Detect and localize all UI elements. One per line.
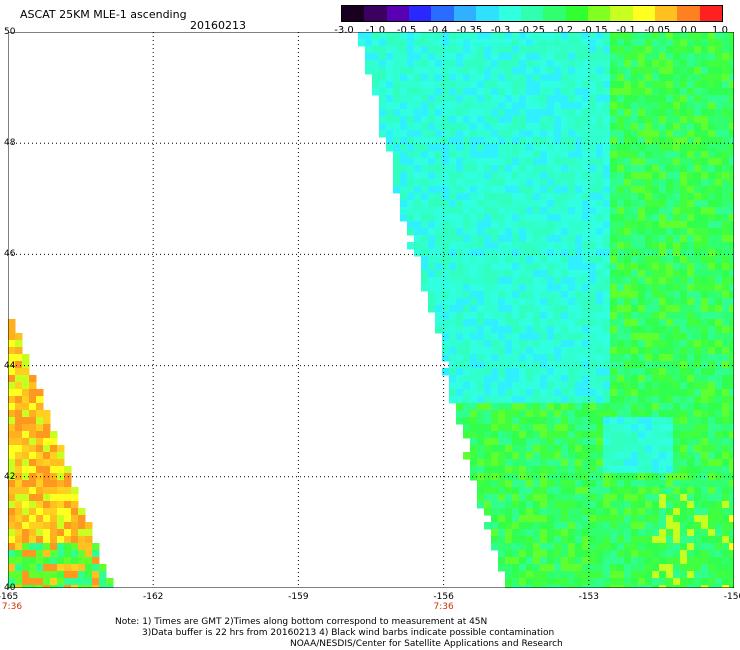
latitude-tick-label: 42 <box>4 471 16 482</box>
color-scale-label: -0.35 <box>456 25 483 36</box>
color-scale-segment <box>543 6 566 21</box>
color-scale-segment <box>610 6 633 21</box>
color-scale-segment <box>453 6 477 21</box>
longitude-tick-label: -165 <box>0 592 19 602</box>
pass-time-label: 7:36 <box>1 602 23 612</box>
color-scale-label: -0.05 <box>644 25 671 36</box>
color-scale-segment <box>632 6 656 21</box>
latitude-tick-label: 50 <box>4 27 16 37</box>
latitude-tick-label: 48 <box>4 138 16 149</box>
pass-time-label: 7:36 <box>433 602 454 612</box>
longitude-tick-label: -150 <box>723 592 740 602</box>
latitude-tick-label: 46 <box>4 249 16 260</box>
color-scale-segment <box>677 6 700 21</box>
color-scale-segment <box>409 6 432 21</box>
longitude-tick-label: -153 <box>578 592 600 602</box>
lat-lon-grid <box>8 32 734 588</box>
color-scale-segment <box>587 6 611 21</box>
note-line-3: NOAA/NESDIS/Center for Satellite Applica… <box>290 639 563 649</box>
longitude-tick-label: -156 <box>433 592 454 602</box>
color-scale-label: -0.2 <box>553 25 574 36</box>
color-scale-segment <box>565 6 588 21</box>
color-scale-segment <box>655 6 678 21</box>
color-scale-label: -0.25 <box>519 25 545 36</box>
color-scale-bar <box>341 5 723 22</box>
color-scale-label: -0.5 <box>396 25 417 36</box>
color-scale-segment <box>386 6 410 21</box>
color-scale-segment <box>520 6 544 21</box>
data-swaths <box>8 32 734 588</box>
scatterometer-map <box>8 32 734 588</box>
color-scale-segment <box>431 6 454 21</box>
note-line-2: 3)Data buffer is 22 hrs from 20160213 4)… <box>142 628 555 638</box>
color-scale-label: -0.3 <box>490 25 511 36</box>
color-scale-label: 1.0 <box>712 25 728 36</box>
color-scale-label: -0.4 <box>428 25 448 36</box>
latitude-tick-label: 44 <box>4 360 16 371</box>
color-scale-label: -1.0 <box>365 25 386 36</box>
map-date: 20160213 <box>190 19 246 32</box>
color-scale-label: 0.0 <box>680 25 697 36</box>
color-scale-label: -0.15 <box>581 25 608 36</box>
color-scale-segment <box>364 6 387 21</box>
longitude-tick-label: -162 <box>142 592 164 602</box>
color-scale-segment <box>498 6 521 21</box>
color-scale-segment <box>476 6 499 21</box>
note-line-1: Note: 1) Times are GMT 2)Times along bot… <box>115 617 488 627</box>
longitude-tick-label: -159 <box>288 592 309 602</box>
color-scale-label: -3.0 <box>334 25 354 36</box>
map-title: ASCAT 25KM MLE-1 ascending <box>20 8 187 21</box>
color-scale-segment <box>699 6 723 21</box>
color-scale-label: -0.1 <box>616 25 636 36</box>
latitude-tick-label: 40 <box>4 583 16 593</box>
color-scale-segment <box>342 6 365 21</box>
